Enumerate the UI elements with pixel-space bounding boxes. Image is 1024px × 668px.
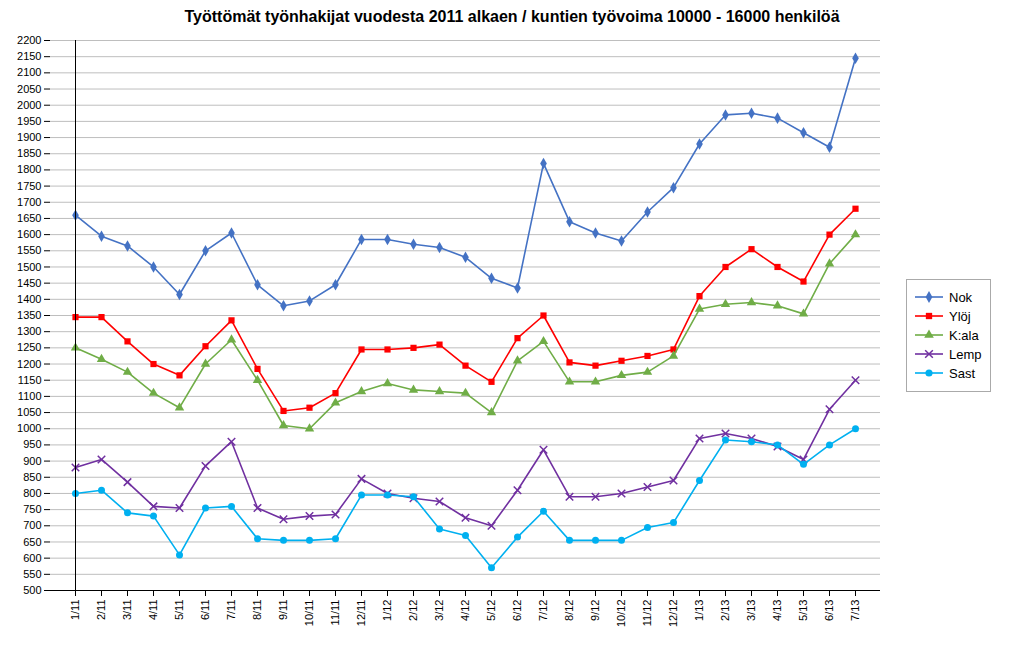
svg-text:1750: 1750 [17, 180, 41, 192]
svg-text:3/12: 3/12 [433, 600, 445, 621]
svg-text:8/11: 8/11 [251, 600, 263, 621]
svg-text:1600: 1600 [17, 228, 41, 240]
svg-text:750: 750 [23, 503, 41, 515]
svg-text:7/13: 7/13 [849, 600, 861, 621]
svg-text:2/11: 2/11 [95, 600, 107, 621]
html-text:Nok: Nok [949, 289, 973, 305]
svg-text:5/12: 5/12 [485, 600, 497, 621]
svg-text:850: 850 [23, 471, 41, 483]
svg-text:12/12: 12/12 [667, 600, 679, 628]
svg-text:1200: 1200 [17, 358, 41, 370]
svg-text:500: 500 [23, 584, 41, 596]
svg-text:1250: 1250 [17, 341, 41, 353]
svg-text:1500: 1500 [17, 260, 41, 272]
svg-text:1900: 1900 [17, 131, 41, 143]
svg-text:3/13: 3/13 [745, 600, 757, 621]
svg-text:9/12: 9/12 [589, 600, 601, 621]
html-text:Työttömät työnhakijat vuodesta: Työttömät työnhakijat vuodesta 2011 alka… [184, 8, 840, 25]
svg-text:4/12: 4/12 [459, 600, 471, 621]
svg-text:6/12: 6/12 [511, 600, 523, 621]
svg-text:700: 700 [23, 519, 41, 531]
svg-text:950: 950 [23, 438, 41, 450]
svg-text:1650: 1650 [17, 212, 41, 224]
svg-text:1800: 1800 [17, 163, 41, 175]
svg-text:7/11: 7/11 [225, 600, 237, 621]
svg-text:12/11: 12/11 [355, 600, 367, 627]
svg-text:6/13: 6/13 [823, 600, 835, 621]
svg-text:1150: 1150 [18, 374, 42, 386]
svg-text:5/13: 5/13 [797, 600, 809, 621]
svg-text:2200: 2200 [17, 34, 41, 46]
html-text:Lemp: Lemp [949, 346, 982, 362]
svg-text:4/11: 4/11 [147, 600, 159, 621]
svg-text:8/12: 8/12 [563, 600, 575, 621]
svg-text:1/13: 1/13 [693, 600, 705, 621]
svg-text:1/12: 1/12 [381, 600, 393, 621]
svg-text:550: 550 [23, 568, 41, 580]
html-text:Sast: Sast [949, 365, 975, 381]
svg-text:1700: 1700 [17, 196, 41, 208]
svg-text:2000: 2000 [17, 99, 41, 111]
svg-text:10/12: 10/12 [615, 600, 627, 628]
svg-text:800: 800 [23, 487, 41, 499]
svg-text:2/13: 2/13 [719, 600, 731, 621]
html-text:K:ala: K:ala [949, 327, 979, 343]
svg-text:900: 900 [23, 455, 41, 467]
svg-text:1/11: 1/11 [69, 600, 81, 621]
svg-text:1950: 1950 [17, 115, 41, 127]
svg-text:7/12: 7/12 [537, 600, 549, 621]
svg-text:1300: 1300 [17, 325, 41, 337]
svg-text:2100: 2100 [17, 66, 41, 78]
svg-text:1050: 1050 [17, 406, 41, 418]
svg-text:11/11: 11/11 [329, 600, 341, 626]
svg-text:2150: 2150 [17, 50, 41, 62]
svg-text:1400: 1400 [17, 293, 41, 305]
svg-text:3/11: 3/11 [121, 600, 133, 621]
svg-text:5/11: 5/11 [173, 600, 185, 621]
svg-text:650: 650 [23, 535, 41, 547]
svg-text:10/11: 10/11 [303, 600, 315, 627]
svg-text:11/12: 11/12 [641, 600, 653, 627]
svg-text:1450: 1450 [17, 277, 41, 289]
svg-text:2/12: 2/12 [407, 600, 419, 621]
svg-text:2050: 2050 [17, 83, 41, 95]
svg-text:1550: 1550 [17, 244, 41, 256]
svg-text:1850: 1850 [17, 147, 41, 159]
svg-text:6/11: 6/11 [199, 600, 211, 621]
svg-text:9/11: 9/11 [277, 600, 289, 621]
svg-text:1000: 1000 [17, 422, 41, 434]
svg-text:1350: 1350 [17, 309, 41, 321]
svg-text:1100: 1100 [18, 390, 42, 402]
svg-text:4/13: 4/13 [771, 600, 783, 621]
svg-text:600: 600 [23, 552, 41, 564]
html-text:Ylöj: Ylöj [949, 308, 971, 324]
